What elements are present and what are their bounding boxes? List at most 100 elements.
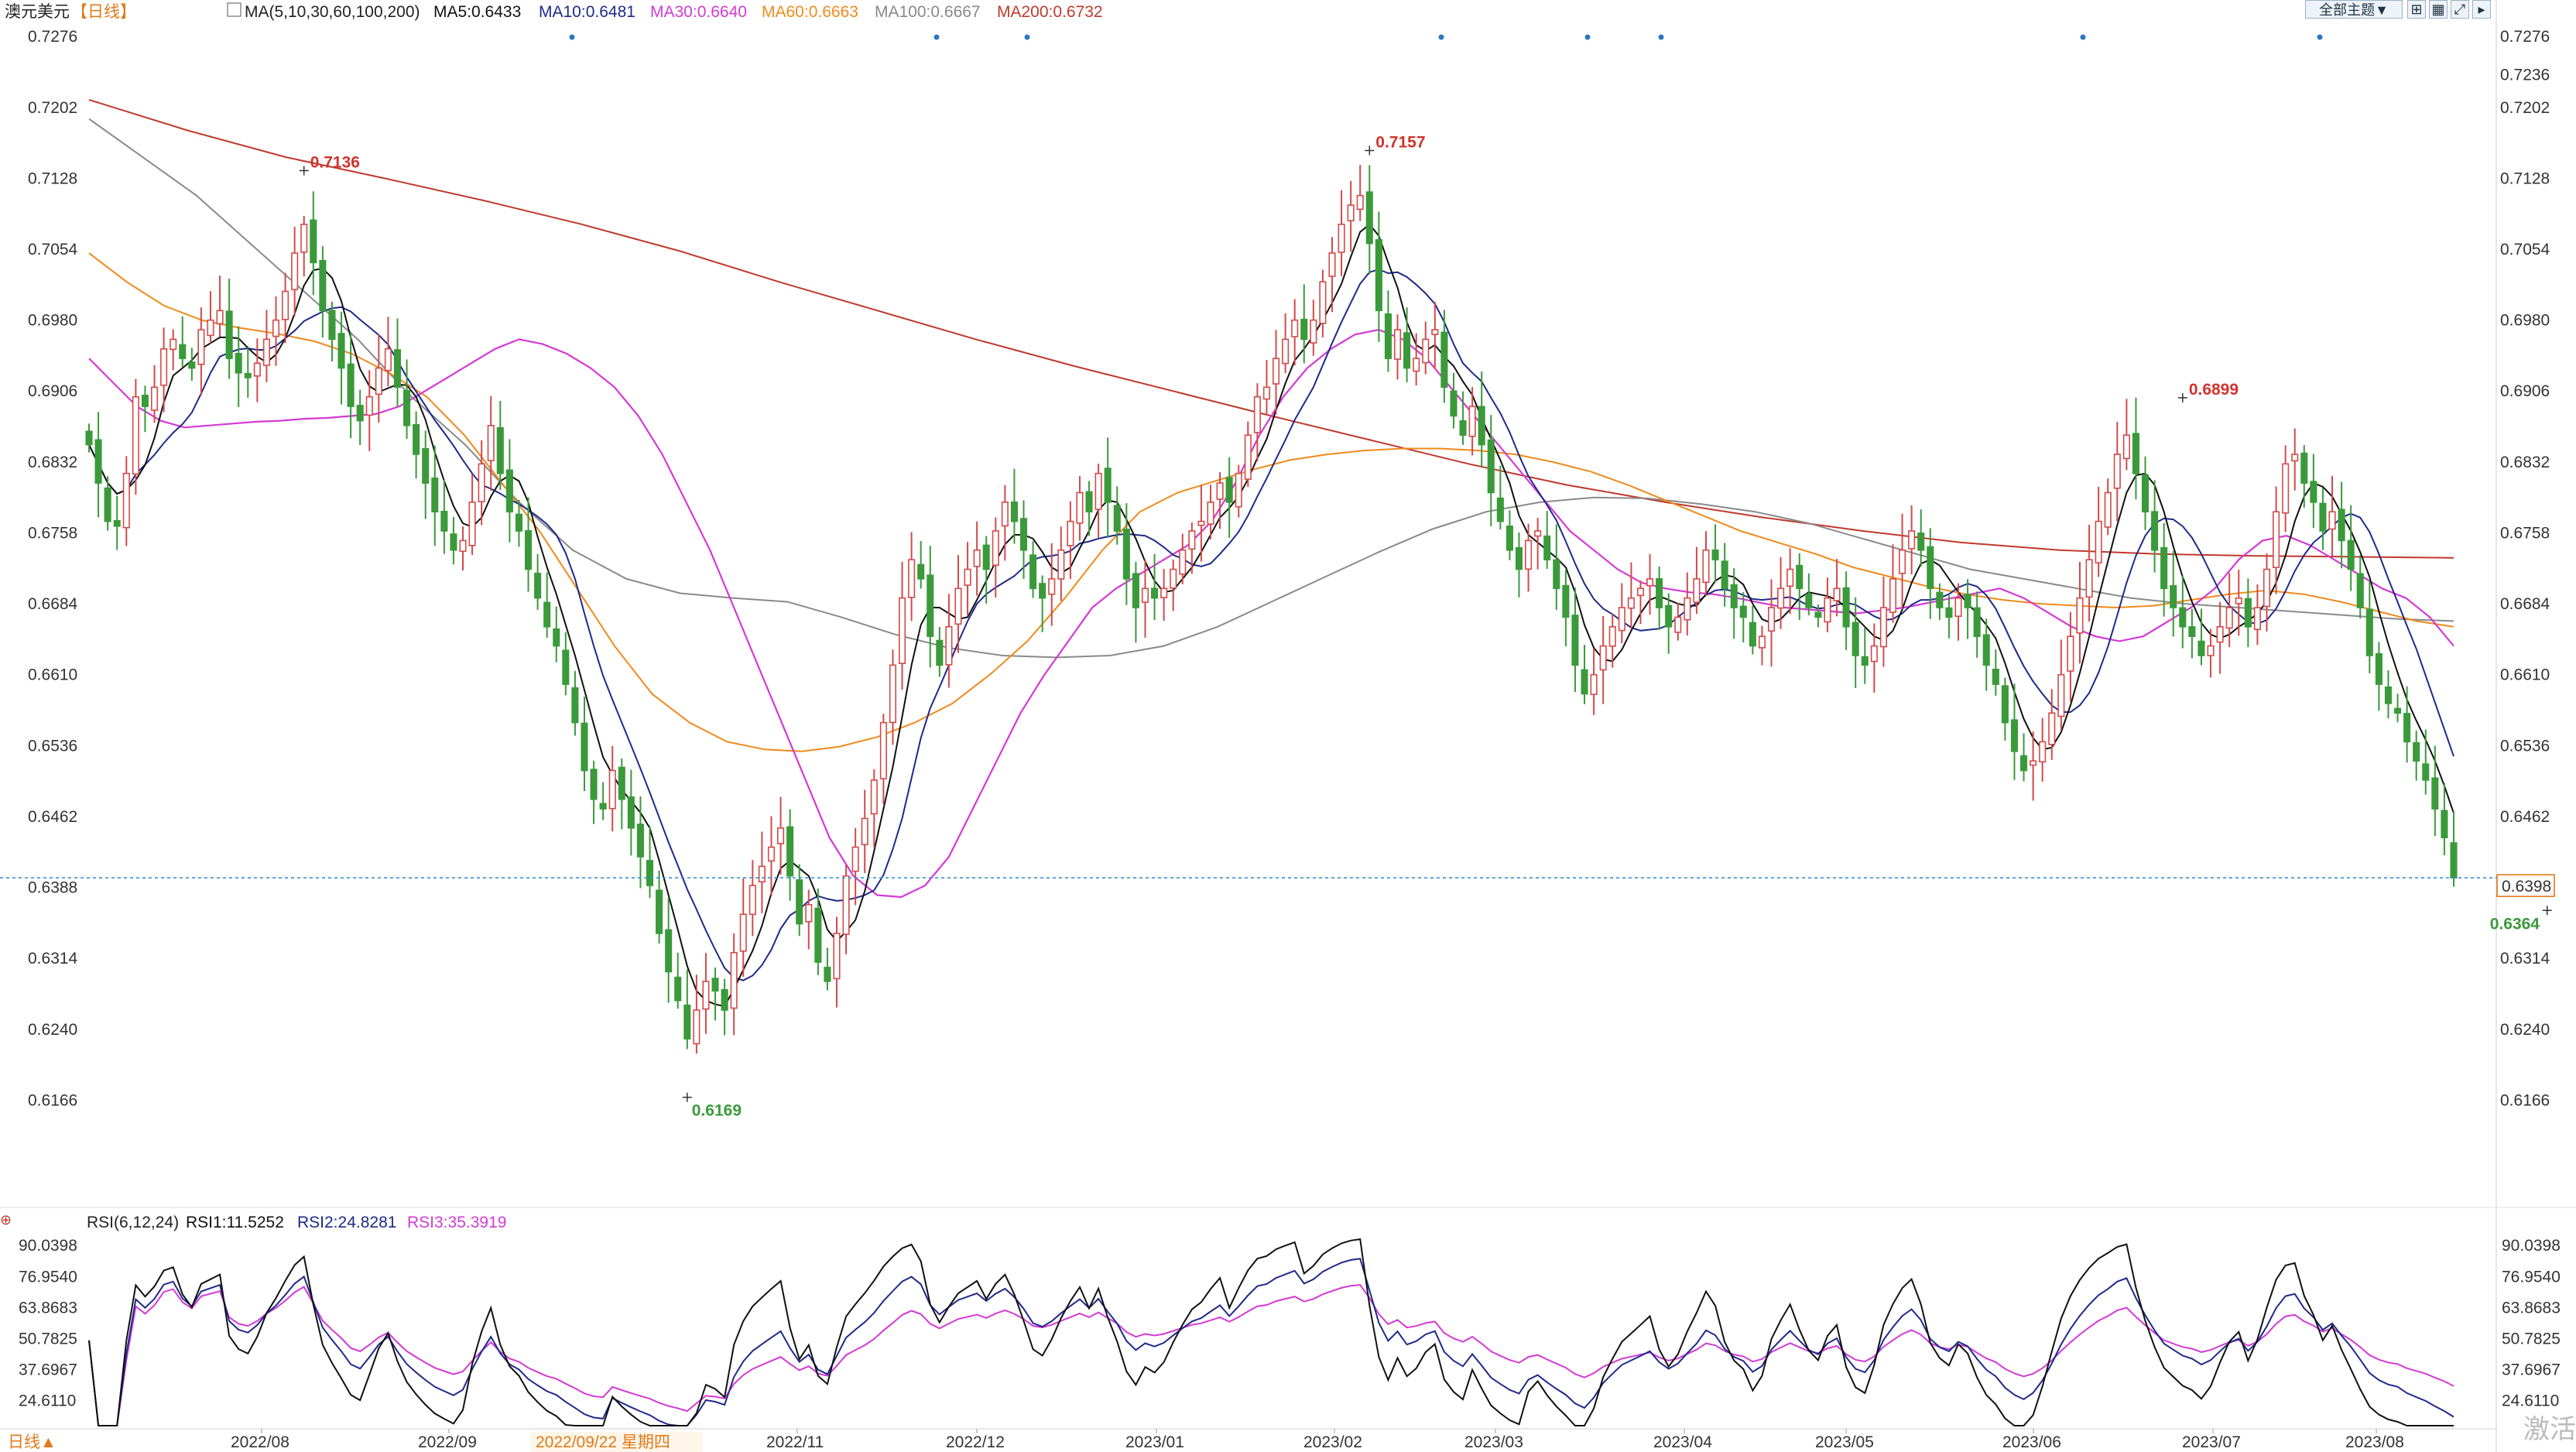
candle-body <box>665 929 673 973</box>
rsi-tick-label-left: 90.0398 <box>19 1237 77 1255</box>
candle-body <box>534 573 542 599</box>
candle-body <box>413 423 420 455</box>
candle-body <box>1553 559 1560 590</box>
ma-settings-icon[interactable] <box>227 2 242 17</box>
candle-body <box>487 425 495 461</box>
candle-body <box>197 329 205 365</box>
crosshair-date-bg <box>531 1432 703 1452</box>
candle-body <box>2319 502 2327 532</box>
zoom-icon[interactable]: ⤢ <box>2451 0 2469 19</box>
candle-body <box>253 362 261 377</box>
candle-body <box>599 803 607 810</box>
candle-body <box>2413 741 2420 762</box>
candle-body <box>777 827 785 844</box>
rsi1-value: RSI1:11.5252 <box>186 1214 284 1231</box>
candle-body <box>1562 584 1570 618</box>
candle-body <box>2207 645 2215 656</box>
candle-body <box>1674 616 1682 633</box>
candle-body <box>1207 502 1214 525</box>
candle-body <box>356 405 364 422</box>
rsi-tick-label-right: 63.8683 <box>2502 1299 2561 1317</box>
low-price-label: 0.6169 <box>692 1102 742 1120</box>
candle-body <box>2328 511 2336 530</box>
candle-body <box>1151 587 1159 599</box>
candle-body <box>1842 587 1850 628</box>
price-tick-label-left: 0.7128 <box>28 170 77 187</box>
candle-body <box>2441 810 2448 838</box>
candle-body <box>1262 386 1271 400</box>
period-button[interactable]: 日线▲ <box>8 1433 57 1451</box>
candle-body <box>1852 622 1859 656</box>
candle-body <box>1805 593 1813 608</box>
candle-body <box>2113 454 2121 489</box>
event-dot <box>1584 34 1591 40</box>
date-tick-label: 2023/05 <box>1815 1433 1874 1451</box>
candle-body <box>1824 597 1831 623</box>
candle-body <box>2197 640 2205 656</box>
candle-body <box>1646 578 1654 587</box>
price-tick-label-left: 0.6536 <box>28 737 77 755</box>
price-tick-label-left: 0.7054 <box>28 241 78 259</box>
candle-body <box>711 978 719 992</box>
candle-body <box>786 826 794 877</box>
candle-body <box>384 348 392 372</box>
crosshair-date: 2022/09/22 星期四 <box>536 1433 670 1451</box>
candle-body <box>524 529 533 570</box>
candle-body <box>1328 252 1336 277</box>
candle-body <box>656 889 663 934</box>
rsi-toggle-icon[interactable]: ⊕ <box>0 1212 12 1228</box>
candle-body <box>375 367 382 396</box>
rsi2-value: RSI2:24.8281 <box>297 1214 396 1231</box>
price-tick-label-left: 0.6240 <box>28 1021 77 1039</box>
candle-body <box>431 478 439 513</box>
candle-body <box>393 349 402 389</box>
candle-body <box>1197 520 1205 526</box>
symbol-label: 澳元美元 <box>5 3 70 21</box>
candle-body <box>1954 597 1962 617</box>
expand-icon[interactable]: ⊞ <box>2407 0 2426 19</box>
candle-body <box>104 487 111 522</box>
low-price-label: 0.6364 <box>2490 915 2540 933</box>
candle-body <box>2273 511 2280 568</box>
layout-icon[interactable]: ▦ <box>2429 0 2448 19</box>
candle-body <box>879 721 887 779</box>
date-tick-label: 2023/04 <box>1653 1433 1712 1451</box>
candle-body <box>982 544 990 570</box>
candle-body <box>141 394 149 407</box>
candle-body <box>179 344 187 359</box>
date-tick-label: 2023/07 <box>2182 1433 2241 1451</box>
candle-body <box>964 568 971 586</box>
rsi-tick-label-left: 50.7825 <box>19 1330 77 1348</box>
next-icon[interactable]: ▸ <box>2472 0 2491 19</box>
event-dot <box>569 34 575 40</box>
candle-body <box>225 310 233 359</box>
candle-body <box>328 310 336 341</box>
candle-body <box>1478 406 1485 446</box>
theme-dropdown-button[interactable]: 全部主题▼ <box>2305 0 2403 19</box>
rsi2-line <box>88 1258 2454 1426</box>
price-tick-label-right: 0.6684 <box>2500 595 2550 613</box>
candle-body <box>2394 707 2402 714</box>
candle-body <box>1534 530 1542 537</box>
price-tick-label-right: 0.6610 <box>2500 666 2550 684</box>
candle-body <box>1879 607 1887 648</box>
candle-body <box>1384 313 1392 359</box>
candle-body <box>1029 554 1037 590</box>
candle-body <box>505 469 513 513</box>
candle-body <box>758 865 766 883</box>
candle-body <box>2291 454 2299 462</box>
candle-body <box>973 549 981 567</box>
candle-body <box>282 290 289 320</box>
candle-body <box>889 664 897 724</box>
candle-body <box>562 649 570 685</box>
candle-body <box>1590 673 1598 696</box>
candle-body <box>403 389 411 426</box>
event-dot <box>1658 34 1664 40</box>
high-price-label: 0.7136 <box>310 153 360 171</box>
candle-body <box>2347 539 2355 570</box>
candle-body <box>2356 573 2364 608</box>
rsi3-line <box>88 1283 2454 1426</box>
date-tick-label: 2022/12 <box>946 1433 1005 1451</box>
rsi1-line <box>88 1238 2454 1426</box>
